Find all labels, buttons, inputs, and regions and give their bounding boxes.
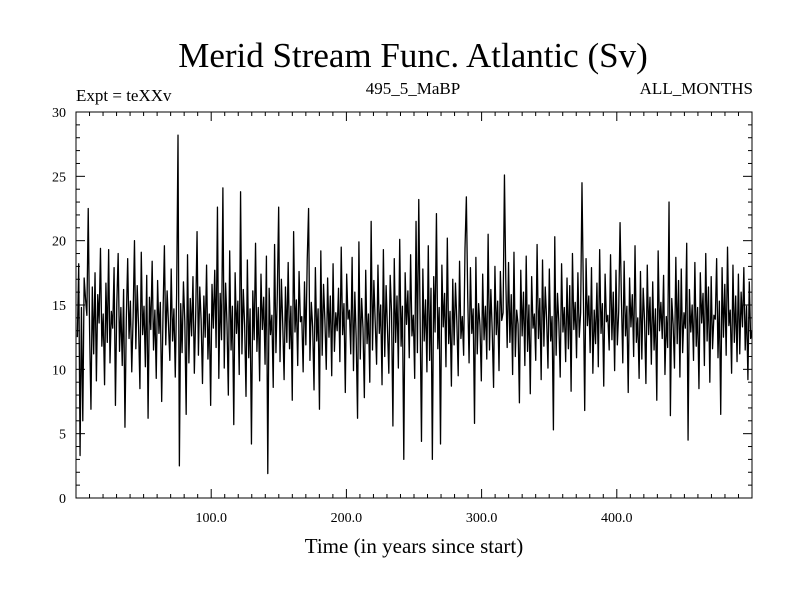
series-line <box>76 134 753 475</box>
chart-title: Merid Stream Func. Atlantic (Sv) <box>178 36 648 75</box>
x-tick-label: 100.0 <box>195 511 227 526</box>
y-tick-label: 10 <box>52 363 66 378</box>
y-tick-label: 30 <box>52 106 66 121</box>
x-tick-label: 400.0 <box>601 511 633 526</box>
experiment-label: Expt = teXXv <box>76 86 172 105</box>
months-label: ALL_MONTHS <box>640 79 753 98</box>
x-tick-label: 200.0 <box>331 511 363 526</box>
y-tick-label: 0 <box>59 492 66 507</box>
run-label: 495_5_MaBP <box>366 79 460 98</box>
y-tick-label: 20 <box>52 235 66 250</box>
x-axis-label: Time (in years since start) <box>305 534 524 558</box>
series-group <box>76 134 753 475</box>
x-tick-label: 300.0 <box>466 511 498 526</box>
y-tick-label: 15 <box>52 299 66 314</box>
axis-ticks: 0 5 10 15 20 25 30 100.0 200.0 300.0 400.0 <box>52 106 752 526</box>
y-tick-label: 5 <box>59 428 66 443</box>
y-tick-label: 25 <box>52 170 66 185</box>
